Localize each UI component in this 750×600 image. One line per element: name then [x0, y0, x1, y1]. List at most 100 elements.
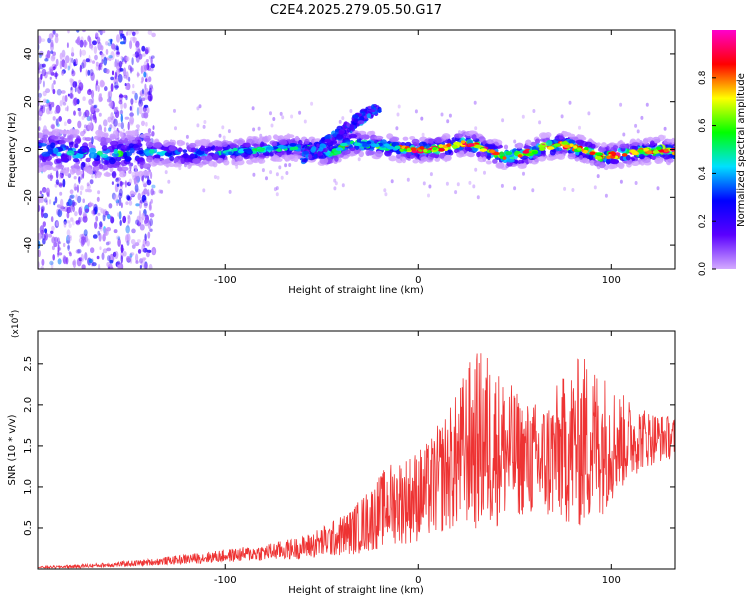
- noise-blob: [87, 189, 92, 193]
- noise-blob: [59, 191, 63, 196]
- noise-blob: [39, 54, 42, 59]
- noise-blob: [640, 115, 644, 120]
- noise-blob: [120, 255, 124, 264]
- noise-blob: [144, 233, 147, 242]
- ridge-blob: [641, 157, 651, 163]
- noise-blob: [86, 238, 90, 247]
- noise-blob: [99, 221, 103, 228]
- noise-blob: [55, 179, 60, 186]
- noise-blob: [501, 118, 505, 123]
- ridge-blob: [88, 147, 97, 154]
- ridge-core: [296, 144, 302, 148]
- noise-blob: [71, 52, 75, 57]
- noise-blob: [135, 260, 139, 264]
- noise-blob: [334, 181, 338, 186]
- noise-blob: [81, 49, 87, 56]
- noise-blob: [132, 31, 136, 36]
- noise-blob: [288, 163, 292, 167]
- ridge-blob: [405, 151, 412, 158]
- snr-panel: -100 0 100 0.5 1.0 1.5 2.0 2.5 Height of straig…: [7, 310, 676, 596]
- noise-blob: [57, 209, 63, 218]
- noise-blob: [105, 48, 109, 55]
- noise-blob: [138, 105, 143, 115]
- noise-blob: [70, 87, 73, 91]
- ridge-blob: [47, 148, 54, 155]
- ridge-blob: [349, 147, 356, 152]
- ridge-blob: [319, 157, 324, 164]
- noise-blob: [57, 237, 60, 245]
- ridge-blob: [420, 156, 428, 162]
- noise-blob: [65, 55, 70, 64]
- noise-blob: [174, 126, 177, 131]
- branch-blob: [301, 159, 306, 163]
- noise-blob: [203, 120, 207, 124]
- noise-blob: [619, 102, 623, 107]
- noise-blob: [124, 116, 130, 120]
- ridge-blob: [286, 133, 291, 139]
- noise-blob: [74, 186, 78, 191]
- noise-blob: [95, 215, 99, 222]
- snr-y-label: SNR (10 * v/v): [7, 414, 18, 485]
- noise-blob: [88, 258, 93, 264]
- colorbar-tick-label: 0.2: [698, 214, 708, 228]
- noise-blob: [93, 203, 98, 213]
- ridge-core: [561, 141, 569, 145]
- ridge-blob: [236, 140, 244, 145]
- ridge-core: [606, 155, 611, 160]
- ridge-blob: [172, 163, 182, 168]
- noise-blob: [88, 202, 94, 207]
- noise-blob: [51, 236, 57, 244]
- snr-y-tick-label: 2.0: [23, 397, 34, 413]
- noise-blob: [87, 69, 91, 76]
- noise-blob: [70, 204, 73, 213]
- ridge-blob: [480, 152, 488, 158]
- ridge-blob: [341, 150, 348, 156]
- ridge-blob: [60, 136, 65, 140]
- ridge-blob: [530, 141, 538, 147]
- noise-blob: [80, 173, 83, 180]
- noise-blob: [468, 180, 472, 185]
- noise-blob: [103, 56, 108, 66]
- noise-blob: [72, 259, 77, 269]
- noise-blob: [406, 177, 410, 182]
- noise-blob: [89, 59, 92, 63]
- noise-blob: [202, 124, 206, 129]
- ridge-core: [531, 150, 539, 155]
- ridge-core: [378, 146, 387, 151]
- noise-blob: [83, 39, 87, 48]
- noise-blob: [115, 199, 120, 204]
- noise-blob: [397, 104, 401, 109]
- noise-blob: [125, 85, 130, 90]
- noise-blob: [42, 90, 47, 97]
- noise-blob: [115, 45, 119, 51]
- ridge-blob: [468, 130, 476, 135]
- ridge-core: [460, 140, 466, 144]
- noise-blob: [252, 127, 256, 132]
- noise-blob: [102, 213, 106, 222]
- noise-blob: [145, 59, 149, 63]
- noise-blob: [522, 171, 525, 176]
- noise-blob: [105, 68, 110, 74]
- noise-blob: [127, 215, 131, 224]
- ridge-core: [468, 143, 475, 147]
- noise-blob: [54, 35, 59, 44]
- colorbar-tick-label: 0.0: [698, 262, 708, 277]
- noise-blob: [143, 183, 147, 188]
- ridge-blob: [119, 172, 127, 178]
- noise-blob: [86, 115, 92, 122]
- noise-blob: [454, 190, 458, 195]
- ridge-core: [539, 147, 546, 151]
- noise-blob: [77, 107, 81, 112]
- ridge-blob: [99, 163, 104, 170]
- noise-blob: [81, 115, 85, 120]
- noise-blob: [269, 111, 272, 116]
- noise-blob: [146, 251, 150, 258]
- ridge-core: [228, 151, 233, 155]
- noise-blob: [133, 37, 137, 43]
- noise-blob: [54, 64, 57, 69]
- noise-blob: [129, 252, 135, 256]
- ridge-blob: [486, 139, 494, 145]
- noise-blob: [72, 205, 75, 213]
- noise-blob: [66, 229, 71, 237]
- noise-blob: [95, 82, 98, 92]
